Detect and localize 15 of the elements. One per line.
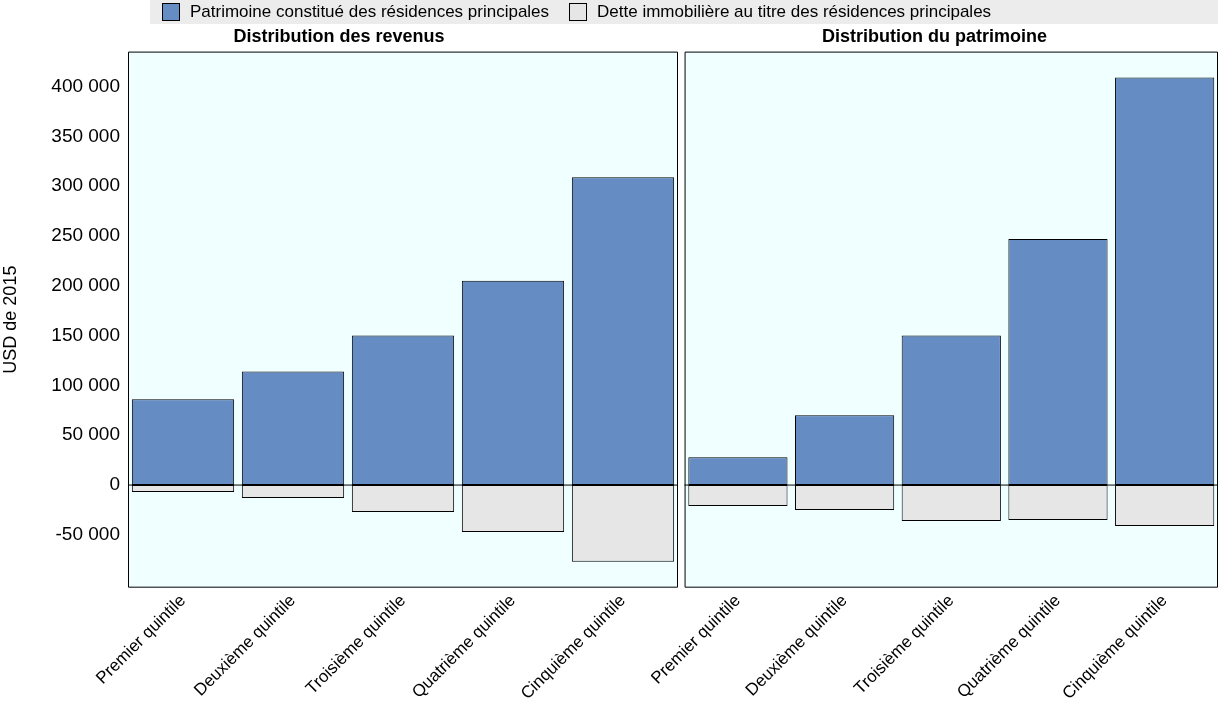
y-tick-label: 50 000 [61,423,120,445]
y-tick-label: 0 [109,473,120,495]
y-tick-label: 350 000 [51,124,120,146]
legend-label: Patrimoine constitué des résidences principales [190,2,550,22]
y-tick-label: -50 000 [55,523,120,545]
chart-title: Distribution du patrimoine [822,25,1047,46]
y-tick-label: 100 000 [51,373,120,395]
y-tick-label: 150 000 [51,323,120,345]
legend-label: Dette immobilière au titre des résidences principales [597,2,992,22]
y-tick-label: 300 000 [51,174,120,196]
y-tick-label: 250 000 [51,224,120,246]
y-tick-label: 400 000 [51,74,120,96]
y-axis-title: USD de 2015 [0,265,20,374]
chart-title: Distribution des revenus [233,25,445,46]
y-tick-label: 200 000 [51,274,120,295]
